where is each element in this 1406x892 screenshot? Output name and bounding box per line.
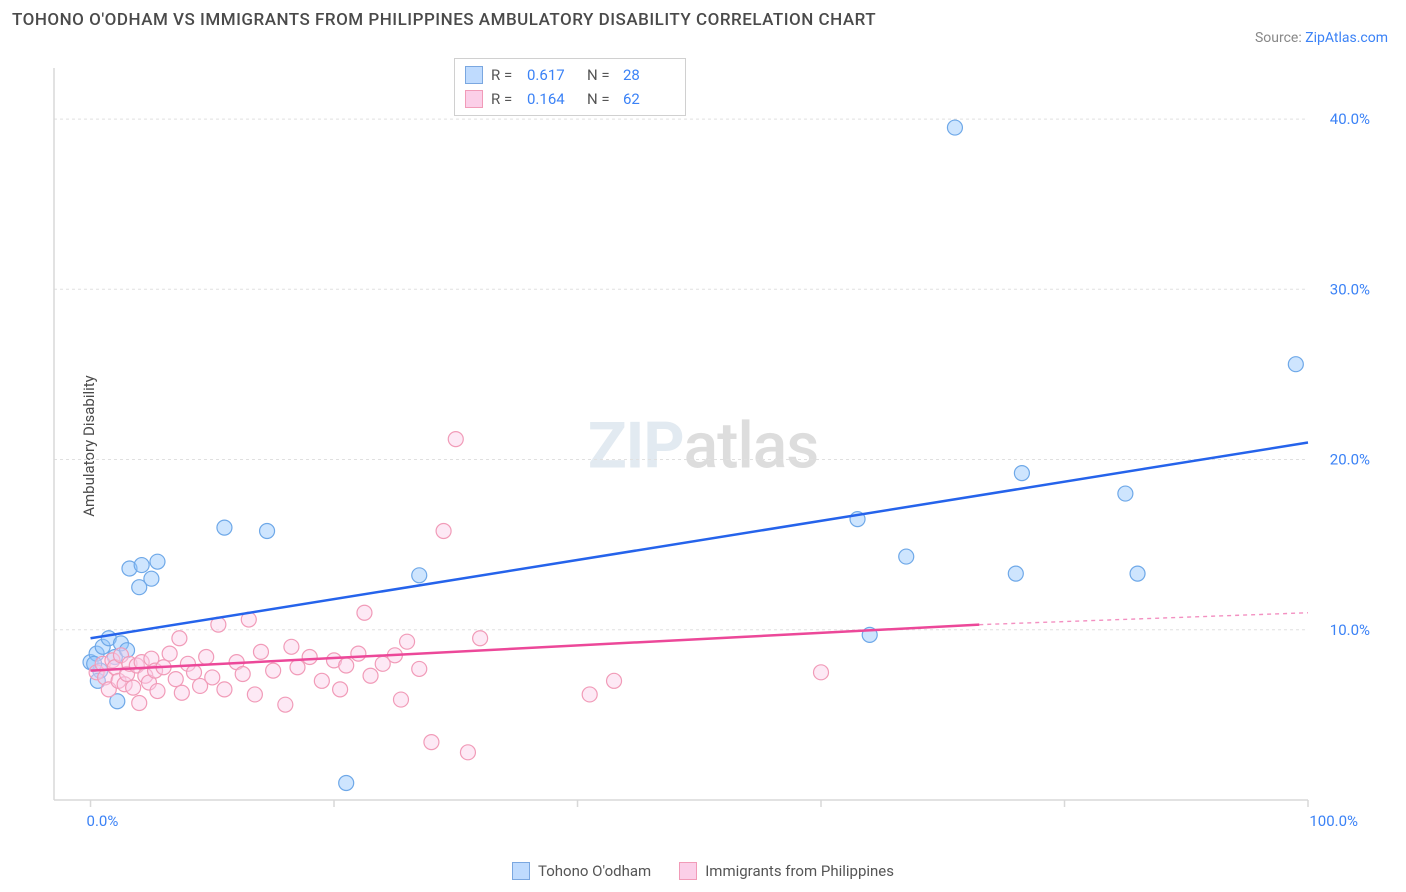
stats-legend-row: R = 0.164 N = 62: [465, 87, 675, 111]
n-label: N =: [587, 87, 615, 111]
bottom-legend-item: Tohono O'odham: [512, 862, 651, 880]
svg-text:20.0%: 20.0%: [1330, 451, 1370, 469]
svg-text:0.0%: 0.0%: [87, 812, 119, 830]
legend-label: Immigrants from Philippines: [705, 862, 894, 880]
r-label: R =: [491, 87, 519, 111]
stats-legend-row: R = 0.617 N = 28: [465, 63, 675, 87]
legend-label: Tohono O'odham: [538, 862, 651, 880]
svg-text:40.0%: 40.0%: [1330, 110, 1370, 128]
svg-text:10.0%: 10.0%: [1330, 621, 1370, 639]
stats-legend: R = 0.617 N = 28 R = 0.164 N = 62: [454, 58, 686, 116]
n-value: 62: [623, 87, 675, 111]
n-value: 28: [623, 63, 675, 87]
legend-swatch: [465, 90, 483, 108]
source-attribution: Source: ZipAtlas.com: [1255, 30, 1388, 46]
legend-swatch: [465, 66, 483, 84]
legend-swatch: [679, 862, 697, 880]
r-value: 0.617: [527, 63, 579, 87]
scatter-plot: 10.0% 20.0% 30.0% 40.0% 0.0% 100.0%: [48, 60, 1378, 840]
n-label: N =: [587, 63, 615, 87]
source-prefix: Source:: [1255, 30, 1305, 46]
bottom-legend: Tohono O'odham Immigrants from Philippine…: [0, 862, 1406, 884]
r-value: 0.164: [527, 87, 579, 111]
legend-swatch: [512, 862, 530, 880]
bottom-legend-item: Immigrants from Philippines: [679, 862, 894, 880]
chart-container: TOHONO O'ODHAM VS IMMIGRANTS FROM PHILIP…: [0, 0, 1406, 892]
source-link[interactable]: ZipAtlas.com: [1305, 30, 1388, 46]
chart-title: TOHONO O'ODHAM VS IMMIGRANTS FROM PHILIP…: [12, 10, 876, 30]
r-label: R =: [491, 63, 519, 87]
svg-text:30.0%: 30.0%: [1330, 280, 1370, 298]
svg-text:100.0%: 100.0%: [1309, 812, 1358, 830]
